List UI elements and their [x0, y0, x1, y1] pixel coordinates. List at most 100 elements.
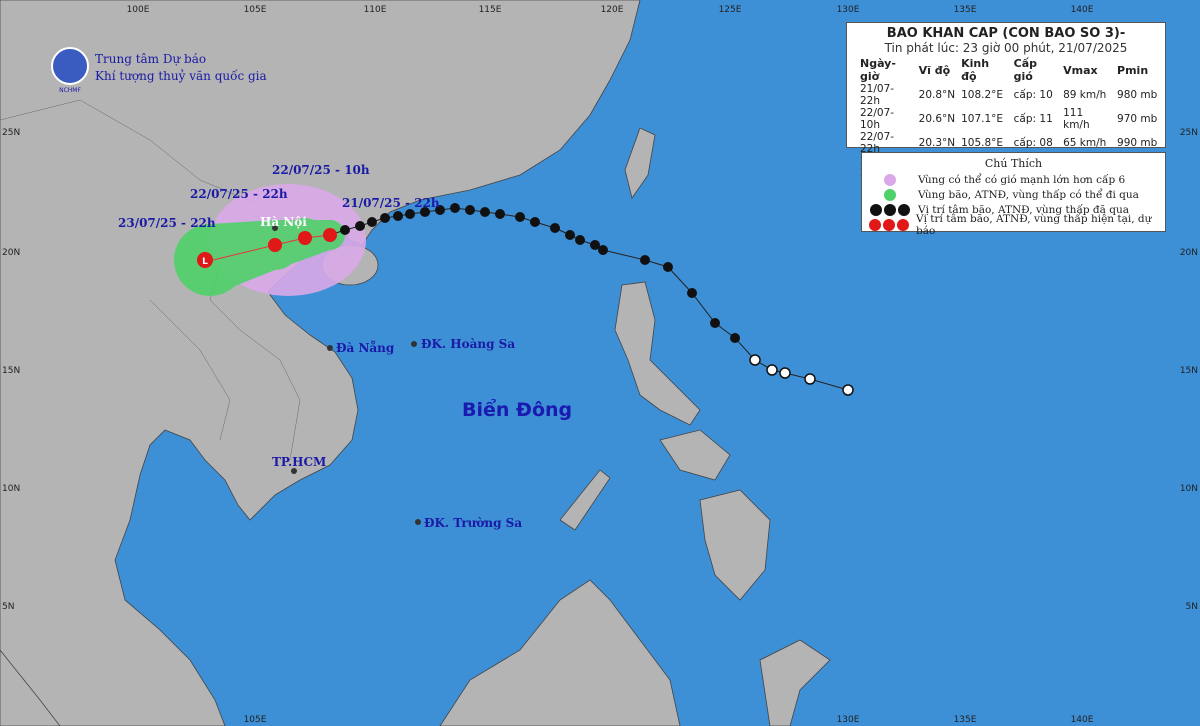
legend-icon	[862, 203, 918, 216]
table-cell: 89 km/h	[1063, 89, 1107, 101]
table-cell: 970 mb	[1117, 113, 1158, 125]
lat-label: 5N	[2, 602, 14, 612]
past-position	[598, 245, 608, 255]
legend-item: Vị trí tâm bão, ATNĐ, vùng thấp đã qua	[862, 202, 1165, 217]
legend-text: Vị trí tâm bão, ATNĐ, vùng thấp đã qua	[918, 203, 1129, 216]
table-row: 22/07-10h 20.6°N 107.1°E cấp: 11 111 km/h 970…	[857, 107, 1165, 131]
legend-item: Vùng bão, ATNĐ, vùng thấp có thể đi qua	[862, 187, 1165, 202]
place-label: ĐK. Trường Sa	[424, 516, 522, 530]
table-row: 21/07-22h 20.8°N 108.2°E cấp: 10 89 km/h 980 …	[857, 83, 1165, 107]
past-position	[515, 212, 525, 222]
column-header: Cấp gió	[1013, 57, 1038, 83]
table-cell: 107.1°E	[961, 113, 1004, 125]
city-dots	[272, 225, 421, 525]
legend-text: Vị trí tâm bão, ATNĐ, vùng thấp hiện tại…	[916, 212, 1152, 237]
table-cell: 21/07-22h	[860, 83, 895, 107]
legend-symbol	[897, 218, 910, 231]
bulletin-issued: Tin phát lúc: 23 giờ 00 phút, 21/07/2025	[884, 41, 1128, 55]
svg-text:L: L	[202, 257, 208, 267]
legend-symbol	[870, 203, 882, 216]
place-label: ĐK. Hoàng Sa	[421, 337, 515, 351]
lat-label: 25N	[2, 128, 20, 138]
sumatra	[0, 649, 61, 726]
column-header: Kinh độ	[961, 57, 990, 83]
legend-icon	[862, 188, 918, 201]
lon-label: 120E	[601, 5, 624, 15]
land	[0, 0, 831, 726]
lat-label: 15N	[1180, 366, 1198, 376]
forecast-position	[268, 238, 282, 252]
table-cell: 22/07-10h	[860, 107, 895, 131]
table-cell: 980 mb	[1117, 89, 1158, 101]
luzon	[614, 281, 701, 426]
lon-label: 105E	[244, 715, 267, 725]
past-position	[393, 211, 403, 221]
column-header: Vĩ độ	[918, 63, 951, 77]
forecast-track	[204, 234, 331, 263]
lon-label: 140E	[1071, 715, 1094, 725]
past-position	[687, 288, 697, 298]
table-cell: 105.8°E	[961, 137, 1004, 149]
legend-symbol	[883, 218, 896, 231]
lat-label: 25N	[1180, 128, 1198, 138]
city-label: Hà Nội	[260, 215, 307, 229]
past-position	[530, 217, 540, 227]
time-label: 22/07/25 - 10h	[272, 163, 370, 177]
lat-label: 10N	[1180, 484, 1198, 494]
table-cell: cấp: 11	[1013, 113, 1053, 125]
past-position	[465, 205, 475, 215]
lat-label: 15N	[2, 366, 20, 376]
past-position	[565, 230, 575, 240]
logo-abbr: NCHMF	[59, 87, 81, 94]
lon-label: 135E	[954, 5, 977, 15]
palawan	[559, 469, 611, 531]
past-position	[804, 373, 816, 385]
past-position	[842, 384, 854, 396]
past-position	[749, 354, 761, 366]
logo: NCHMF Trung tâm Dự báo Khí tượng thuỷ vă…	[51, 47, 267, 94]
past-position	[779, 367, 791, 379]
legend-icon	[862, 173, 918, 186]
legend-symbol	[884, 203, 896, 216]
column-header: Vmax	[1063, 63, 1098, 77]
lat-label: 5N	[1186, 602, 1198, 612]
forecast-positions: L	[197, 228, 337, 268]
past-position	[380, 213, 390, 223]
past-position	[663, 262, 673, 272]
table-cell: 65 km/h	[1063, 137, 1107, 149]
coordinate-labels: 100E 105E 110E 115E 120E 125E 130E 135E 140E 25N 2…	[2, 5, 1198, 725]
past-position	[710, 318, 720, 328]
past-position	[640, 255, 650, 265]
table-cell: 20.8°N	[918, 89, 956, 101]
logo-text: Trung tâm Dự báo	[95, 52, 206, 66]
past-track	[329, 207, 849, 391]
lon-label: 140E	[1071, 5, 1094, 15]
mindanao	[699, 489, 771, 601]
bulletin-title: BAO KHAN CAP (CON BAO SO 3)-	[886, 26, 1126, 41]
table-cell: cấp: 10	[1013, 89, 1053, 101]
past-position	[420, 207, 430, 217]
table-cell: 990 mb	[1117, 137, 1158, 149]
past-position	[340, 225, 350, 235]
lon-label: 130E	[837, 5, 860, 15]
table-cell: 20.6°N	[918, 113, 956, 125]
legend-text: Vùng có thể có gió mạnh lớn hơn cấp 6	[918, 173, 1126, 186]
legend-box: Chú Thích Vùng có thể có gió mạnh lớn hơ…	[861, 152, 1166, 237]
table-cell: 111 km/h	[1063, 107, 1090, 131]
bulletin-box: BAO KHAN CAP (CON BAO SO 3)- Tin phát lú…	[846, 22, 1166, 179]
column-header: Pmin	[1117, 63, 1149, 77]
lon-label: 110E	[364, 5, 387, 15]
past-position	[355, 221, 365, 231]
city-label: Đà Nẵng	[336, 340, 395, 355]
city-label: TP.HCM	[272, 455, 326, 469]
borneo	[439, 579, 681, 726]
table-cell: cấp: 08	[1013, 137, 1053, 149]
lat-label: 20N	[2, 248, 20, 258]
visayas	[659, 429, 731, 481]
past-position	[450, 203, 460, 213]
table-cell: 20.3°N	[918, 137, 956, 149]
past-position	[575, 235, 585, 245]
past-position	[730, 333, 740, 343]
past-position	[480, 207, 490, 217]
lat-label: 20N	[1180, 248, 1198, 258]
